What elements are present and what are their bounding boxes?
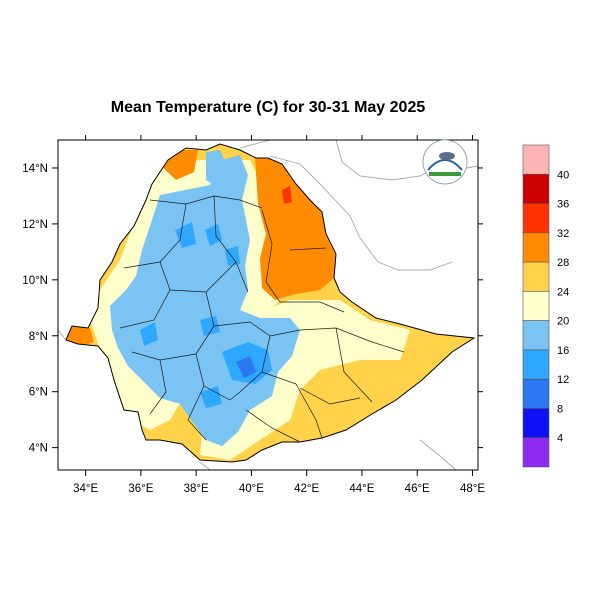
colorbar-bin	[522, 320, 550, 351]
colorbar-label: 36	[557, 199, 569, 211]
colorbar-bin	[522, 378, 550, 409]
colorbar-label: 16	[557, 345, 569, 357]
y-tick-label: 12°N	[22, 219, 48, 231]
y-tick-label: 6°N	[29, 387, 48, 399]
colorbar-bin	[522, 144, 550, 175]
colorbar-label: 8	[557, 403, 563, 415]
x-tick-label: 34°E	[73, 483, 98, 495]
colorbar-bin	[522, 291, 550, 321]
x-tick-label: 36°E	[128, 483, 153, 495]
x-tick-label: 38°E	[184, 483, 209, 495]
x-tick-label: 40°E	[239, 483, 264, 495]
colorbar-bin	[522, 232, 550, 263]
y-tick-label: 14°N	[22, 163, 48, 175]
y-axis: 14°N 12°N 10°N 8°N 6°N 4°N	[22, 163, 483, 455]
admin-boundaries	[119, 195, 405, 443]
colorbar-bin	[522, 261, 550, 292]
y-tick-label: 4°N	[29, 443, 48, 455]
y-tick-label: 10°N	[22, 275, 48, 287]
colorbar-label: 20	[557, 316, 569, 328]
colorbar-label: 24	[557, 286, 569, 298]
y-tick-label: 8°N	[29, 331, 48, 343]
x-tick-label: 48°E	[460, 483, 485, 495]
map-area	[58, 140, 478, 470]
colorbar-bin	[522, 349, 550, 380]
map-title: Mean Temperature (C) for 30-31 May 2025	[111, 99, 426, 116]
colorbar-bin	[522, 173, 550, 204]
x-tick-label: 46°E	[405, 483, 430, 495]
x-tick-label: 44°E	[349, 483, 374, 495]
colorbar-bin	[522, 437, 550, 468]
colorbar: 40 36 32 28 24 20 16 12 8 4	[522, 144, 569, 468]
plot-frame	[57, 139, 479, 471]
colorbar-label: 4	[557, 433, 563, 445]
colorbar-label: 28	[557, 257, 569, 269]
colorbar-label: 12	[557, 374, 569, 386]
country-outline	[65, 143, 476, 463]
colorbar-label: 40	[557, 169, 569, 181]
colorbar-bin	[522, 203, 550, 234]
agency-logo	[422, 139, 468, 185]
colorbar-label: 32	[557, 228, 569, 240]
x-axis: 34°E 36°E 38°E 40°E 42°E 44°E 46°E 48°E	[73, 135, 485, 495]
x-tick-label: 42°E	[294, 483, 319, 495]
colorbar-bin	[522, 408, 550, 439]
